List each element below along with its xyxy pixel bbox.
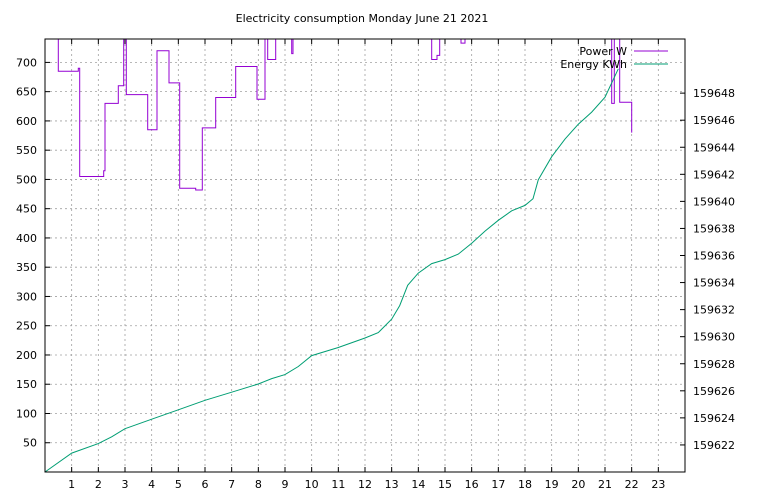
y2-tick-label: 159626	[693, 385, 735, 398]
x-tick-label: 3	[122, 478, 129, 491]
y-tick-label: 500	[16, 173, 37, 186]
legend-label-power: Power W	[579, 45, 627, 58]
x-tick-label: 21	[598, 478, 612, 491]
x-tick-label: 8	[255, 478, 262, 491]
y-tick-label: 700	[16, 56, 37, 69]
x-tick-label: 11	[331, 478, 345, 491]
x-tick-label: 19	[545, 478, 559, 491]
y2-tick-label: 159640	[693, 195, 735, 208]
y-tick-label: 400	[16, 232, 37, 245]
y2-tick-label: 159622	[693, 439, 735, 452]
x-tick-label: 1	[68, 478, 75, 491]
y-tick-label: 300	[16, 290, 37, 303]
y2-tick-label: 159646	[693, 114, 735, 127]
y-tick-label: 450	[16, 203, 37, 216]
y-tick-label: 200	[16, 349, 37, 362]
y2-tick-labels: 159622 159624 159626 159628 159630 159632 1596…	[693, 87, 735, 452]
x-tick-label: 17	[491, 478, 505, 491]
energy-series-line	[44, 68, 619, 473]
y-tick-label: 250	[16, 320, 37, 333]
x-tick-label: 4	[148, 478, 155, 491]
y-tick-label: 550	[16, 144, 37, 157]
y-tick-label: 350	[16, 261, 37, 274]
y2-tick-label: 159632	[693, 304, 735, 317]
y2-tick-label: 159630	[693, 331, 735, 344]
y-tick-label: 650	[16, 86, 37, 99]
x-tick-label: 16	[465, 478, 479, 491]
y2-tick-label: 159644	[693, 141, 735, 154]
x-tick-label: 22	[625, 478, 639, 491]
y-tick-label: 100	[16, 407, 37, 420]
plot-frame	[44, 38, 686, 473]
x-tick-labels: 1 2 3 4 5 6 7 8 9 10 11 12 13 14 15 16 17 18 19 20 21 22 23	[68, 478, 665, 491]
x-tick-label: 20	[571, 478, 585, 491]
y2-tick-label: 159636	[693, 250, 735, 263]
y2-tick-label: 159634	[693, 277, 735, 290]
x-tick-label: 14	[411, 478, 425, 491]
x-tick-label: 12	[358, 478, 372, 491]
x-tick-label: 2	[95, 478, 102, 491]
x-tick-label: 9	[282, 478, 289, 491]
legend: Power W Energy KWh	[560, 45, 668, 71]
legend-label-energy: Energy KWh	[560, 58, 627, 71]
y-tick-label: 150	[16, 378, 37, 391]
y2-tick-label: 159624	[693, 412, 735, 425]
chart-title: Electricity consumption Monday June 21 2…	[236, 12, 489, 25]
y2-tick-label: 159648	[693, 87, 735, 100]
x-tick-label: 6	[202, 478, 209, 491]
y-tick-labels: 50 100 150 200 250 300 350 400 450 500 550 600 650 70…	[16, 56, 37, 449]
y2-tick-label: 159642	[693, 168, 735, 181]
x-tick-label: 23	[651, 478, 665, 491]
x-tick-label: 7	[228, 478, 235, 491]
grid	[45, 39, 685, 472]
y2-tick-label: 159628	[693, 358, 735, 371]
x-tick-label: 13	[385, 478, 399, 491]
x-tick-label: 5	[175, 478, 182, 491]
axis-ticks	[45, 39, 685, 472]
x-tick-label: 18	[518, 478, 532, 491]
y-tick-label: 600	[16, 115, 37, 128]
y2-tick-label: 159638	[693, 222, 735, 235]
x-tick-label: 15	[438, 478, 452, 491]
x-tick-label: 10	[305, 478, 319, 491]
y-tick-label: 50	[23, 437, 37, 450]
